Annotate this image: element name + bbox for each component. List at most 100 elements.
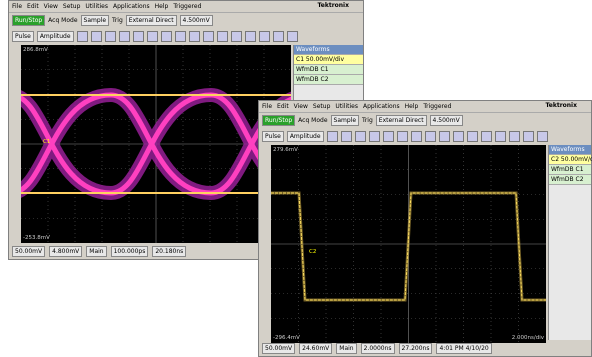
- waveform-display: [21, 45, 291, 243]
- menu-item[interactable]: Setup: [313, 103, 330, 110]
- status-field[interactable]: 4.800mV: [49, 246, 82, 257]
- status-field[interactable]: 2.0000ns: [361, 343, 395, 354]
- toolbar-icon[interactable]: [355, 131, 366, 142]
- status-field[interactable]: 100.000ps: [111, 246, 149, 257]
- measure-type-select[interactable]: Pulse: [12, 31, 34, 42]
- trig-source-select[interactable]: External Direct: [376, 115, 427, 126]
- toolbar-icon[interactable]: [161, 31, 172, 42]
- toolbar-icon[interactable]: [481, 131, 492, 142]
- toolbar-icon[interactable]: [91, 31, 102, 42]
- toolbar-icon[interactable]: [217, 31, 228, 42]
- status-field[interactable]: 20.180ns: [152, 246, 186, 257]
- panel-title: Waveforms: [549, 145, 591, 155]
- scope-window: File Edit View Setup Utilities Applications He…: [258, 100, 592, 357]
- acq-mode-label: Acq Mode: [48, 17, 77, 24]
- menu-item[interactable]: Utilities: [335, 103, 358, 110]
- menu-item[interactable]: File: [262, 103, 272, 110]
- menu-item[interactable]: Help: [405, 103, 419, 110]
- status-field[interactable]: Main: [86, 246, 106, 257]
- toolbar-icon[interactable]: [259, 31, 270, 42]
- waveform-item[interactable]: WfmDB C1: [549, 165, 591, 175]
- menu-bar: File Edit View Setup Utilities Applications He…: [9, 1, 363, 13]
- run-stop-button[interactable]: Run/Stop: [262, 115, 295, 126]
- toolbar-icon[interactable]: [231, 31, 242, 42]
- menu-item[interactable]: Help: [155, 3, 169, 10]
- menu-item[interactable]: Applications: [363, 103, 400, 110]
- menu-item[interactable]: Setup: [63, 3, 80, 10]
- status-field[interactable]: 27.200ns: [399, 343, 433, 354]
- trig-level-field[interactable]: 4.500mV: [430, 115, 463, 126]
- toolbar-icon[interactable]: [327, 131, 338, 142]
- toolbar-icon[interactable]: [203, 31, 214, 42]
- status-field[interactable]: 4:01 PM 4/10/20: [436, 343, 491, 354]
- brand: Tektronix: [545, 102, 577, 109]
- menu-item[interactable]: Applications: [113, 3, 150, 10]
- acq-mode-label: Acq Mode: [298, 117, 327, 124]
- trig-label: Trig: [112, 17, 123, 24]
- toolbar-icon[interactable]: [523, 131, 534, 142]
- screen-top-label: 279.6mV: [273, 147, 298, 153]
- waveform-item[interactable]: WfmDB C1: [294, 65, 363, 75]
- status-field[interactable]: 24.60mV: [299, 343, 332, 354]
- toolbar-icon[interactable]: [537, 131, 548, 142]
- menu-item[interactable]: Triggered: [173, 3, 201, 10]
- toolbar-icon[interactable]: [411, 131, 422, 142]
- toolbar-icon[interactable]: [77, 31, 88, 42]
- toolbar-icon[interactable]: [369, 131, 380, 142]
- toolbar-icon[interactable]: [467, 131, 478, 142]
- toolbar-icon[interactable]: [133, 31, 144, 42]
- toolbar-icon[interactable]: [147, 31, 158, 42]
- menu-item[interactable]: Edit: [27, 3, 39, 10]
- channel-marker: C1: [43, 139, 50, 145]
- toolbar-icon[interactable]: [509, 131, 520, 142]
- waveform-item[interactable]: C1 50.00mV/div: [294, 55, 363, 65]
- status-field[interactable]: Main: [336, 343, 356, 354]
- menu-item[interactable]: Edit: [277, 103, 289, 110]
- toolbar-icon[interactable]: [397, 131, 408, 142]
- toolbar-icon[interactable]: [383, 131, 394, 142]
- acq-mode-select[interactable]: Sample: [331, 115, 360, 126]
- toolbar-icon[interactable]: [273, 31, 284, 42]
- acq-mode-select[interactable]: Sample: [81, 15, 110, 26]
- toolbar-icon[interactable]: [287, 31, 298, 42]
- panel-title: Waveforms: [294, 45, 363, 55]
- toolbar-icon[interactable]: [189, 31, 200, 42]
- toolbar-icon[interactable]: [341, 131, 352, 142]
- menu-item[interactable]: View: [44, 3, 58, 10]
- status-bar: 50.00mV 24.60mV Main 2.0000ns 27.200ns4:01 P…: [259, 341, 591, 356]
- toolbar-icon[interactable]: [495, 131, 506, 142]
- trig-source-select[interactable]: External Direct: [126, 15, 177, 26]
- status-field[interactable]: 50.00mV: [262, 343, 295, 354]
- trig-level-field[interactable]: 4.500mV: [180, 15, 213, 26]
- waveform-item[interactable]: WfmDB C2: [294, 75, 363, 85]
- page: File Edit View Setup Utilities Applications He…: [0, 0, 592, 357]
- toolbar-icon[interactable]: [439, 131, 450, 142]
- waveform-item[interactable]: WfmDB C2: [549, 175, 591, 185]
- measure-type-select[interactable]: Pulse: [262, 131, 284, 142]
- toolbar-icon[interactable]: [175, 31, 186, 42]
- screen-top-label: 286.8mV: [23, 47, 48, 53]
- screen-bottom-label: -253.8mV: [23, 235, 50, 241]
- measure-param-select[interactable]: Amplitude: [37, 31, 74, 42]
- waveform-item[interactable]: C2 50.00mV/div: [549, 155, 591, 165]
- toolbar-icon[interactable]: [245, 31, 256, 42]
- menu-item[interactable]: Triggered: [423, 103, 451, 110]
- menu-item[interactable]: View: [294, 103, 308, 110]
- toolbar-icon[interactable]: [119, 31, 130, 42]
- run-stop-button[interactable]: Run/Stop: [12, 15, 45, 26]
- menu-bar: File Edit View Setup Utilities Applications He…: [259, 101, 591, 113]
- toolbar-icon[interactable]: [453, 131, 464, 142]
- menu-item[interactable]: File: [12, 3, 22, 10]
- menu-item[interactable]: Utilities: [85, 3, 108, 10]
- measure-param-select[interactable]: Amplitude: [287, 131, 324, 142]
- waveform-display: [271, 145, 546, 343]
- status-field[interactable]: 50.00mV: [12, 246, 45, 257]
- toolbar-icon[interactable]: [425, 131, 436, 142]
- toolbar-icon[interactable]: [105, 31, 116, 42]
